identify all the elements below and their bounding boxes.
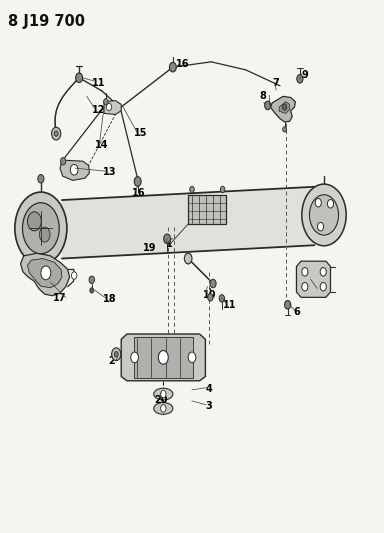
Text: 14: 14	[95, 140, 109, 150]
Circle shape	[41, 266, 51, 280]
Circle shape	[23, 203, 59, 254]
Text: 20: 20	[155, 395, 168, 406]
Text: 8: 8	[259, 91, 266, 101]
Text: 2: 2	[108, 356, 115, 366]
Text: 16: 16	[176, 60, 189, 69]
Circle shape	[15, 192, 67, 264]
Circle shape	[285, 301, 291, 309]
Circle shape	[39, 227, 50, 242]
Circle shape	[106, 103, 112, 111]
Circle shape	[328, 199, 334, 208]
Circle shape	[190, 186, 194, 192]
Circle shape	[161, 405, 166, 412]
Circle shape	[51, 127, 61, 140]
Polygon shape	[134, 337, 193, 378]
Text: 19: 19	[143, 243, 157, 253]
Polygon shape	[62, 187, 314, 259]
Text: 8 J19 700: 8 J19 700	[8, 14, 85, 29]
Circle shape	[28, 212, 41, 231]
Text: 1: 1	[166, 239, 172, 248]
Text: 12: 12	[91, 104, 105, 115]
Circle shape	[104, 99, 108, 105]
Circle shape	[90, 288, 94, 293]
Circle shape	[71, 272, 77, 279]
Circle shape	[54, 131, 58, 136]
Text: 18: 18	[103, 294, 117, 304]
Polygon shape	[28, 259, 62, 288]
Circle shape	[208, 294, 213, 301]
Polygon shape	[121, 334, 205, 381]
Circle shape	[164, 234, 170, 244]
Text: 6: 6	[294, 306, 301, 317]
Circle shape	[283, 127, 286, 132]
Circle shape	[310, 195, 339, 235]
Circle shape	[210, 279, 216, 288]
Text: 11: 11	[223, 300, 236, 310]
Text: 10: 10	[202, 289, 216, 300]
Text: 3: 3	[206, 401, 213, 411]
Circle shape	[131, 352, 139, 363]
Text: 9: 9	[301, 70, 308, 80]
Circle shape	[38, 174, 44, 183]
Circle shape	[282, 104, 287, 110]
Circle shape	[220, 186, 225, 192]
Circle shape	[169, 62, 176, 72]
Polygon shape	[104, 101, 121, 115]
Circle shape	[315, 198, 321, 207]
Circle shape	[158, 351, 168, 365]
Circle shape	[188, 352, 196, 363]
Circle shape	[318, 222, 324, 231]
Polygon shape	[270, 96, 295, 122]
Polygon shape	[296, 261, 331, 297]
Text: 17: 17	[53, 293, 67, 303]
Polygon shape	[60, 160, 89, 180]
Circle shape	[184, 253, 192, 264]
Polygon shape	[188, 195, 227, 224]
Text: 16: 16	[132, 188, 145, 198]
Circle shape	[89, 276, 94, 284]
Text: 13: 13	[103, 167, 116, 177]
Circle shape	[302, 268, 308, 276]
Circle shape	[112, 348, 121, 361]
Circle shape	[134, 176, 141, 186]
Circle shape	[320, 268, 326, 276]
Polygon shape	[21, 253, 70, 296]
Text: 7: 7	[273, 78, 280, 88]
Text: 4: 4	[206, 384, 213, 394]
Circle shape	[302, 282, 308, 291]
Circle shape	[265, 101, 271, 110]
Circle shape	[161, 390, 166, 398]
Ellipse shape	[154, 388, 173, 400]
Circle shape	[219, 295, 225, 302]
Polygon shape	[279, 102, 290, 114]
Circle shape	[76, 73, 83, 83]
Circle shape	[302, 184, 346, 246]
Circle shape	[320, 282, 326, 291]
Circle shape	[114, 352, 118, 357]
Circle shape	[297, 75, 303, 83]
Text: 11: 11	[91, 78, 105, 88]
Text: 5: 5	[317, 285, 324, 294]
Text: 15: 15	[134, 127, 147, 138]
Circle shape	[60, 158, 66, 165]
Ellipse shape	[154, 402, 173, 414]
Circle shape	[70, 165, 78, 175]
